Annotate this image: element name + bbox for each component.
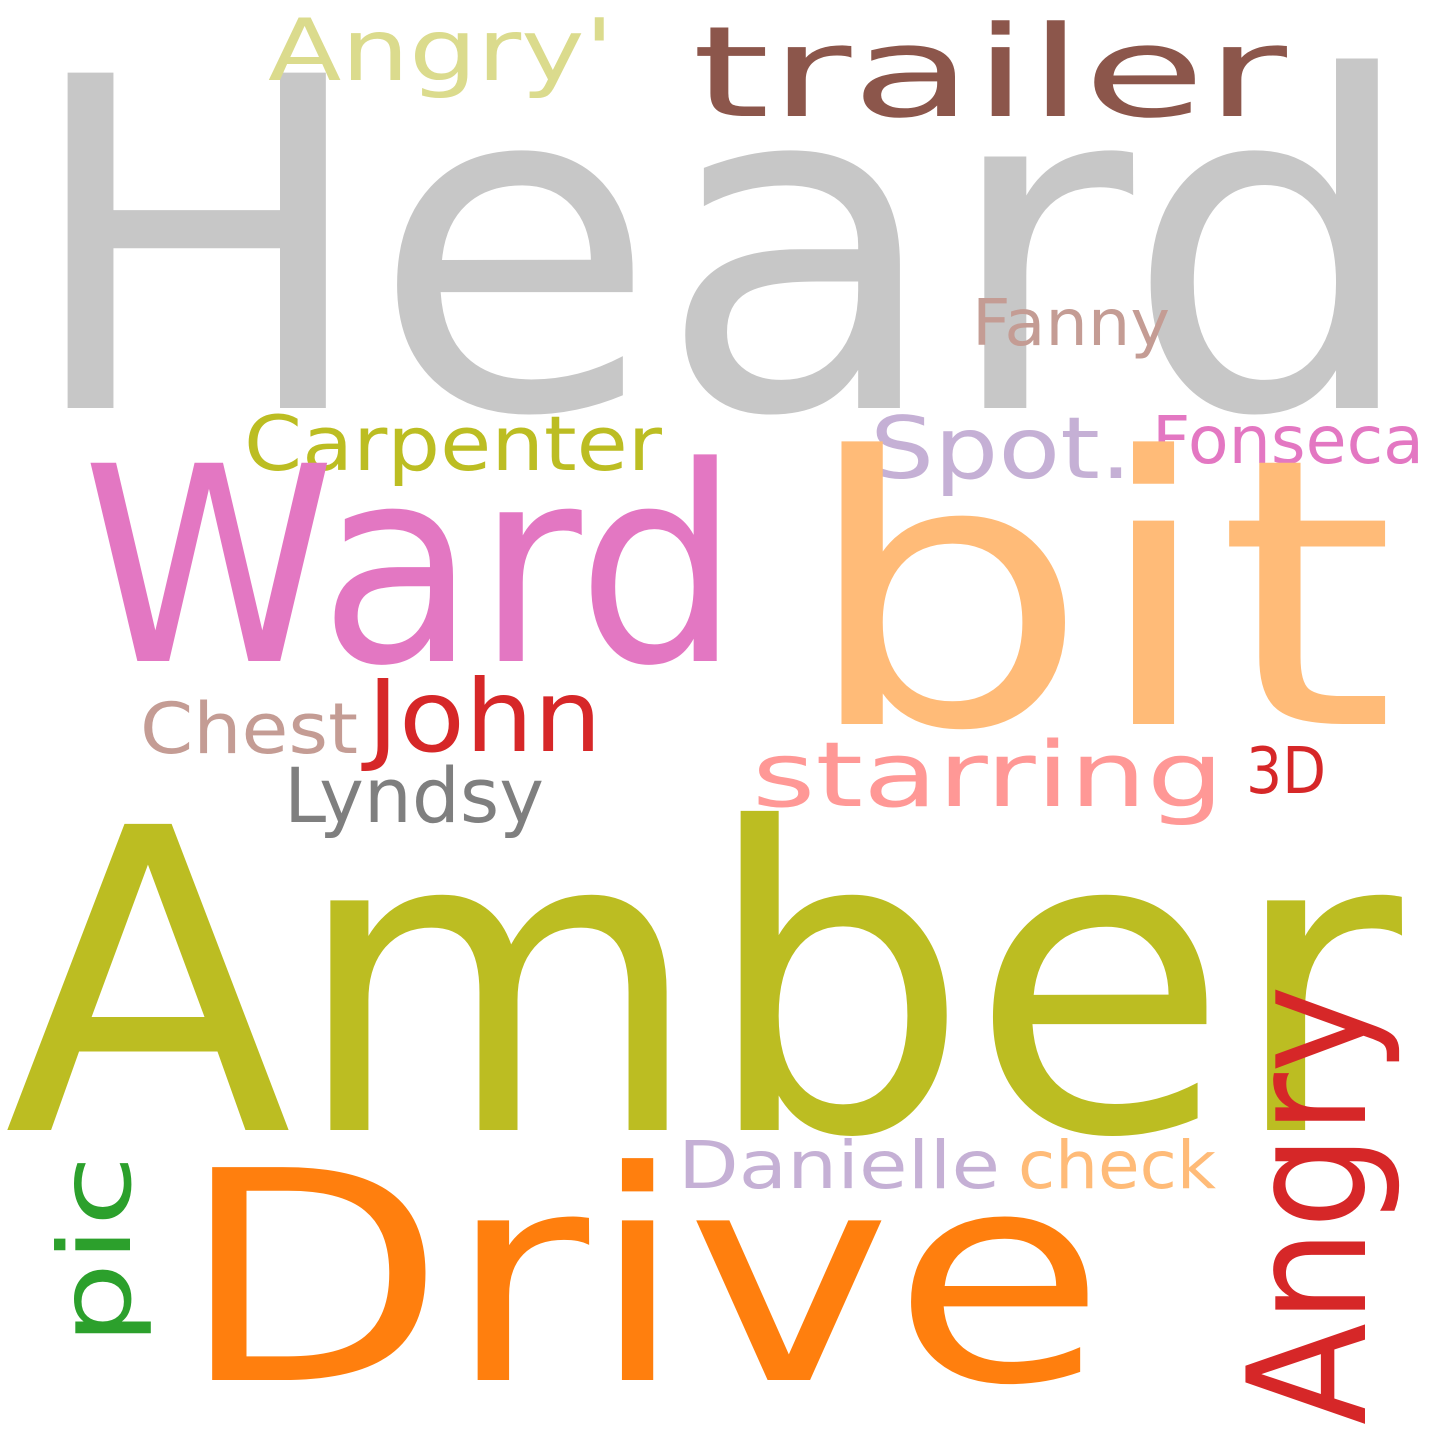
word-bit: bit — [800, 379, 1396, 812]
word-angry-quote: Angry' — [268, 1, 614, 101]
word-drive: Drive — [178, 1109, 1106, 1440]
word-danielle: Danielle — [678, 1127, 1000, 1204]
word-fonseca: Fonseca — [1152, 402, 1424, 479]
word-john: John — [361, 658, 602, 775]
word-lyndsy: Lyndsy — [284, 751, 544, 840]
word-spot: Spot. — [870, 399, 1132, 499]
word-amber: Amber — [4, 741, 1407, 1230]
word-trailer: trailer — [692, 0, 1287, 146]
word-carpenter: Carpenter — [244, 399, 663, 488]
word-heard: Heard — [22, 0, 1420, 517]
word-chest: Chest — [140, 688, 358, 770]
word-ward: Ward — [82, 410, 740, 726]
word-3d: 3D — [1246, 735, 1326, 809]
word-check: check — [1018, 1127, 1217, 1204]
word-starring: starring — [752, 723, 1224, 828]
word-fanny: Fanny — [972, 287, 1170, 361]
word-pic: pic — [37, 1155, 154, 1345]
word-angry-vertical: Angry — [1213, 985, 1404, 1425]
